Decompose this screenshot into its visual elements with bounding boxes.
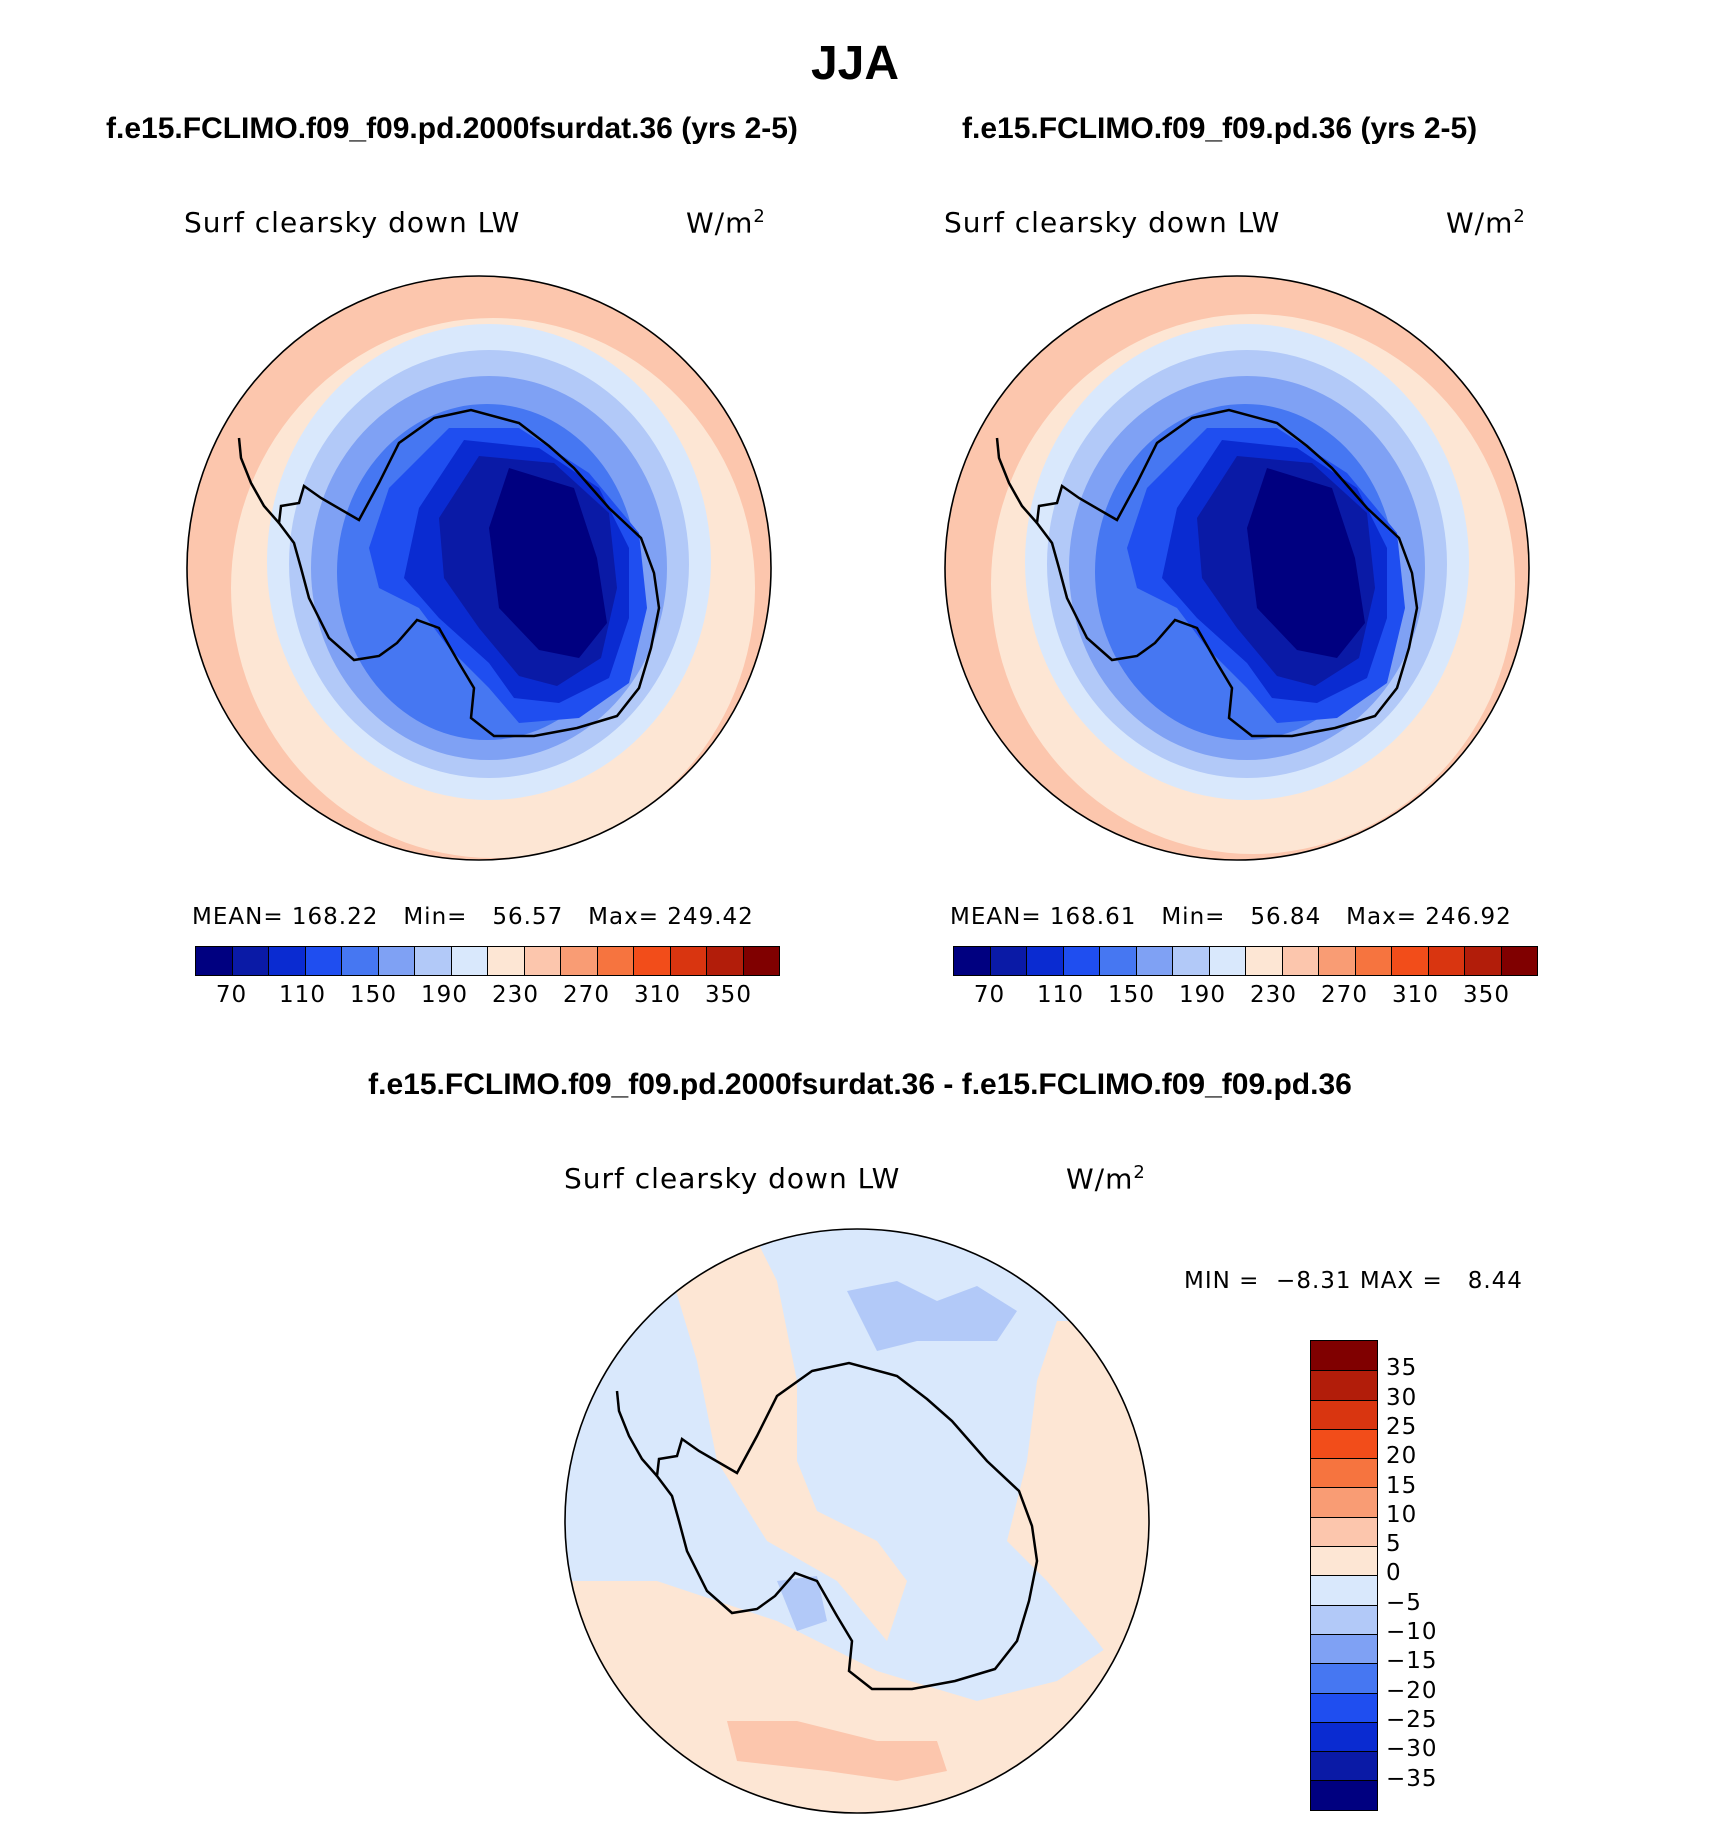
colorbar-cell xyxy=(1311,1399,1377,1429)
colorbar-cell xyxy=(989,947,1026,975)
colorbar-tick-label: 190 xyxy=(1179,982,1226,1008)
colorbar-cell xyxy=(1427,947,1464,975)
colorbar-cell xyxy=(1099,947,1136,975)
colorbar-tick-label: 150 xyxy=(1108,982,1155,1008)
colorbar-cell xyxy=(1391,947,1428,975)
colorbar-cell xyxy=(1318,947,1355,975)
colorbar-cell xyxy=(231,947,268,975)
stats-test: MEAN= 168.22 Min= 56.57 Max= 249.42 xyxy=(192,904,754,930)
colorbar-tick-label: 25 xyxy=(1386,1413,1418,1440)
colorbar-tick-label: 350 xyxy=(1463,982,1510,1008)
colorbar-cell xyxy=(669,947,706,975)
colorbar-tick-label: 35 xyxy=(1386,1355,1418,1382)
units-difference: W/m2 xyxy=(1066,1162,1146,1196)
colorbar-tick-label: 110 xyxy=(279,982,326,1008)
colorbar-cell xyxy=(633,947,670,975)
colorbar-cell xyxy=(1311,1575,1377,1605)
colorbar-tick-label: −30 xyxy=(1386,1736,1438,1763)
variable-name-control: Surf clearsky down LW xyxy=(944,206,1281,239)
stats-difference: MIN = −8.31 MAX = 8.44 xyxy=(1184,1268,1523,1294)
colorbar-tick-label: 190 xyxy=(421,982,468,1008)
colorbar-cell xyxy=(341,947,378,975)
colorbar-tick-label: 110 xyxy=(1037,982,1084,1008)
colorbar-cell xyxy=(523,947,560,975)
colorbar-tick-label: −5 xyxy=(1386,1589,1422,1616)
colorbar-cell xyxy=(1311,1341,1377,1371)
colorbar-cell xyxy=(1135,947,1172,975)
colorbar-cell xyxy=(706,947,743,975)
colorbar-cell xyxy=(1311,1428,1377,1459)
colorbar-cell xyxy=(1311,1751,1377,1781)
polar-map-test xyxy=(186,275,772,861)
stats-control: MEAN= 168.61 Min= 56.84 Max= 246.92 xyxy=(950,904,1512,930)
colorbar-tick-label: 10 xyxy=(1386,1501,1418,1528)
colorbar-tick-label: 70 xyxy=(215,982,248,1008)
colorbar-cell xyxy=(1245,947,1282,975)
colorbar-tick-label: −25 xyxy=(1386,1706,1438,1733)
colorbar-cell xyxy=(1311,1721,1377,1752)
colorbar-cell xyxy=(1311,1458,1377,1488)
colorbar-tick-label: 350 xyxy=(705,982,752,1008)
colorbar-cell xyxy=(1500,947,1537,975)
colorbar-cell xyxy=(1311,1516,1377,1547)
colorbar-cell xyxy=(560,947,597,975)
colorbar-cell xyxy=(1062,947,1099,975)
colorbar-tick-label: 15 xyxy=(1386,1472,1418,1499)
colorbar-cell xyxy=(1311,1663,1377,1693)
units-control: W/m2 xyxy=(1446,206,1526,240)
colorbar-cell xyxy=(1281,947,1318,975)
colorbar-tick-label: 230 xyxy=(492,982,539,1008)
colorbar-tick-label: 270 xyxy=(1321,982,1368,1008)
colorbar-cell xyxy=(1311,1604,1377,1634)
colorbar-cell xyxy=(596,947,633,975)
colorbar-cell xyxy=(1464,947,1501,975)
colorbar-cell xyxy=(1208,947,1245,975)
colorbar-cell xyxy=(487,947,524,975)
colorbar-cell xyxy=(742,947,779,975)
colorbar-tick-label: 70 xyxy=(973,982,1006,1008)
colorbar-cell xyxy=(196,947,232,975)
colorbar-cell xyxy=(304,947,341,975)
colorbar-cell xyxy=(268,947,305,975)
colorbar-tick-label: 5 xyxy=(1386,1531,1402,1558)
variable-name-difference: Surf clearsky down LW xyxy=(564,1162,901,1195)
colorbar-cell xyxy=(1026,947,1063,975)
colorbar-tick-label: 230 xyxy=(1250,982,1297,1008)
colorbar-cell xyxy=(414,947,451,975)
polar-map-control xyxy=(944,275,1530,861)
colorbar-tick-label: −10 xyxy=(1386,1619,1438,1645)
colorbar-tick-label: 0 xyxy=(1386,1560,1402,1587)
panel-title-difference: f.e15.FCLIMO.f09_f09.pd.2000fsurdat.36 -… xyxy=(368,1068,1352,1101)
colorbar-tick-label: 310 xyxy=(1392,982,1439,1008)
colorbar-cell xyxy=(1311,1780,1377,1810)
colorbar-tick-label: 310 xyxy=(634,982,681,1008)
colorbar-tick-label: −35 xyxy=(1386,1765,1438,1792)
colorbar-cell xyxy=(1311,1370,1377,1400)
panel-title-test: f.e15.FCLIMO.f09_f09.pd.2000fsurdat.36 (… xyxy=(106,112,798,145)
colorbar-cell xyxy=(1172,947,1209,975)
colorbar-cell xyxy=(450,947,487,975)
figure-title: JJA xyxy=(810,37,900,90)
colorbar-tick-label: 270 xyxy=(563,982,610,1008)
colorbar-cell xyxy=(1311,1487,1377,1517)
colorbar-tick-label: 30 xyxy=(1386,1384,1418,1411)
colorbar-cell xyxy=(954,947,990,975)
units-test: W/m2 xyxy=(686,206,766,240)
colorbar-tick-label: −15 xyxy=(1386,1648,1438,1675)
colorbar-cell xyxy=(1311,1692,1377,1722)
panel-title-control: f.e15.FCLIMO.f09_f09.pd.36 (yrs 2-5) xyxy=(962,112,1478,145)
colorbar-tick-label: −20 xyxy=(1386,1677,1438,1704)
colorbar-tick-label: 20 xyxy=(1386,1443,1418,1470)
colorbar-cell xyxy=(377,947,414,975)
variable-name-test: Surf clearsky down LW xyxy=(184,206,521,239)
colorbar-cell xyxy=(1311,1633,1377,1664)
polar-map-difference xyxy=(564,1228,1150,1814)
colorbar-cell xyxy=(1354,947,1391,975)
colorbar-tick-label: 150 xyxy=(350,982,397,1008)
colorbar-cell xyxy=(1311,1546,1377,1576)
